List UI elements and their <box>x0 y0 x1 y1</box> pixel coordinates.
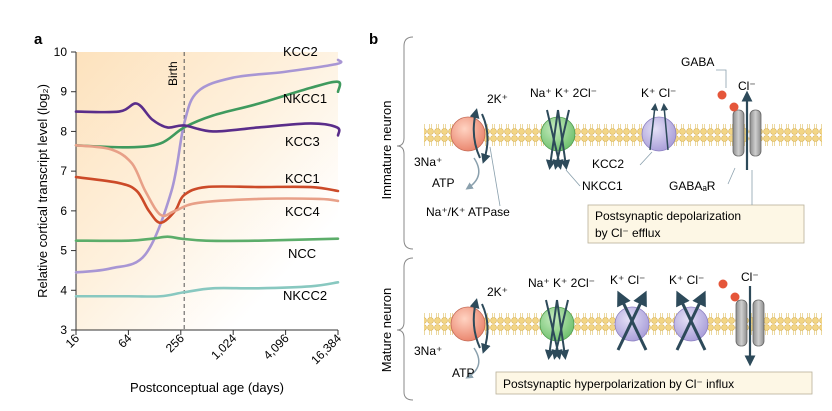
kcc-b-ions-label: K⁺ Cl⁻ <box>669 273 704 287</box>
y-tick-label: 4 <box>60 283 67 297</box>
mature-effect-text: Postsynaptic hyperpolarization by Cl⁻ in… <box>503 377 734 391</box>
y-tick-label: 10 <box>54 45 68 59</box>
gaba-label: GABA <box>681 55 714 69</box>
mature-kcc-a: K⁺ Cl⁻ <box>610 273 650 351</box>
series-line-nkcc1 <box>74 80 342 149</box>
y-tick-label: 5 <box>60 244 67 258</box>
na3-label: 3Na⁺ <box>414 344 442 358</box>
series-label-kcc2: KCC2 <box>283 44 318 59</box>
atpase-circle <box>450 306 486 342</box>
series-label-nkcc2: NKCC2 <box>283 288 327 303</box>
y-tick-label: 3 <box>60 323 67 337</box>
birth-label: Birth <box>166 61 180 86</box>
plot-background <box>76 52 338 330</box>
gaba-molecule <box>717 90 727 100</box>
nkcc1-circle <box>540 116 576 152</box>
na3-label: 3Na⁺ <box>414 155 442 169</box>
gabaa-label: GABAₐR <box>669 179 716 193</box>
series-label-kcc4: KCC4 <box>285 204 320 219</box>
immature-effect-box <box>587 204 805 244</box>
y-tick-label: 9 <box>60 85 67 99</box>
immature-neuron-label: Immature neuron <box>379 101 394 200</box>
x-tick-label: 16,384 <box>308 331 344 367</box>
x-axis-label: Postconceptual age (days) <box>130 380 284 395</box>
atp-label: ATP <box>432 176 454 190</box>
series-line-kcc2 <box>74 58 343 274</box>
x-tick-label: 4,096 <box>261 331 292 362</box>
immature-atpase: 2K⁺ 3Na⁺ ATP Na⁺/K⁺ ATPase <box>414 92 510 219</box>
series-label-nkcc1: NKCC1 <box>283 91 327 106</box>
gaba-molecule <box>730 292 740 302</box>
immature-effect-line1: Postsynaptic depolarization <box>595 209 741 223</box>
atpase-label: Na⁺/K⁺ ATPase <box>426 205 510 219</box>
x-tick-label: 256 <box>163 331 187 355</box>
panel-b-label: b <box>369 31 378 48</box>
mature-brace <box>396 257 414 401</box>
series-line-kcc3 <box>74 102 341 137</box>
panel-b: b Immature neuron Mature neuron 2K⁺ 3Na⁺… <box>369 31 822 401</box>
mature-nkcc1: Na⁺ K⁺ 2Cl⁻ <box>528 276 595 360</box>
gaba-molecule <box>718 279 728 289</box>
series-line-ncc <box>74 235 340 243</box>
mature-effect-box <box>495 371 813 395</box>
immature-gabaa-receptor: GABA Cl⁻ GABAₐR <box>669 55 762 193</box>
atp-label: ATP <box>452 366 474 380</box>
nkcc1-ions-label: Na⁺ K⁺ 2Cl⁻ <box>530 86 597 100</box>
series-lines <box>74 58 343 298</box>
k2-label: 2K⁺ <box>487 92 508 106</box>
mature-gabaa-receptor: Cl⁻ <box>718 270 765 367</box>
cl-label: Cl⁻ <box>741 270 759 284</box>
kcc2-circle <box>641 116 677 152</box>
series-labels: KCC2 NKCC1 KCC3 KCC1 KCC4 NCC NKCC2 <box>283 44 327 303</box>
y-tick-label: 7 <box>60 164 67 178</box>
kcc-a-ions-label: K⁺ Cl⁻ <box>610 273 645 287</box>
kcc2-ions-label: K⁺ Cl⁻ <box>641 86 676 100</box>
y-axis-label: Relative cortical transcript level (log₂… <box>35 84 50 298</box>
x-tick-label: 64 <box>115 331 135 351</box>
immature-nkcc1: Na⁺ K⁺ 2Cl⁻ NKCC1 <box>530 86 623 193</box>
panel-a-label: a <box>34 31 43 48</box>
nkcc1-circle <box>539 306 575 342</box>
immature-kcc2: K⁺ Cl⁻ KCC2 <box>592 86 677 171</box>
series-label-kcc3: KCC3 <box>285 134 320 149</box>
mature-neuron-label: Mature neuron <box>379 288 394 373</box>
series-line-kcc4 <box>74 144 340 218</box>
x-tick-label: 1,024 <box>208 331 239 362</box>
immature-effect-line2: by Cl⁻ efflux <box>595 226 660 240</box>
x-ticks: 16 64 256 1,024 4,096 16,384 <box>63 330 344 367</box>
mature-kcc-b: K⁺ Cl⁻ <box>669 273 709 351</box>
y-tick-label: 6 <box>60 204 67 218</box>
series-label-kcc1: KCC1 <box>285 171 320 186</box>
series-line-nkcc2 <box>74 281 340 298</box>
atpase-circle <box>450 116 486 152</box>
immature-brace <box>396 36 414 250</box>
series-label-ncc: NCC <box>288 246 316 261</box>
nkcc1-label: NKCC1 <box>582 179 623 193</box>
y-ticks: 3 4 5 6 7 8 9 10 <box>54 45 76 337</box>
y-tick-label: 8 <box>60 124 67 138</box>
kcc2-label: KCC2 <box>592 157 624 171</box>
mature-atpase: 2K⁺ 3Na⁺ ATP <box>414 285 508 380</box>
gaba-molecule <box>729 102 739 112</box>
k2-label: 2K⁺ <box>487 285 508 299</box>
cl-label: Cl⁻ <box>738 79 756 93</box>
nkcc1-ions-label: Na⁺ K⁺ 2Cl⁻ <box>528 276 595 290</box>
